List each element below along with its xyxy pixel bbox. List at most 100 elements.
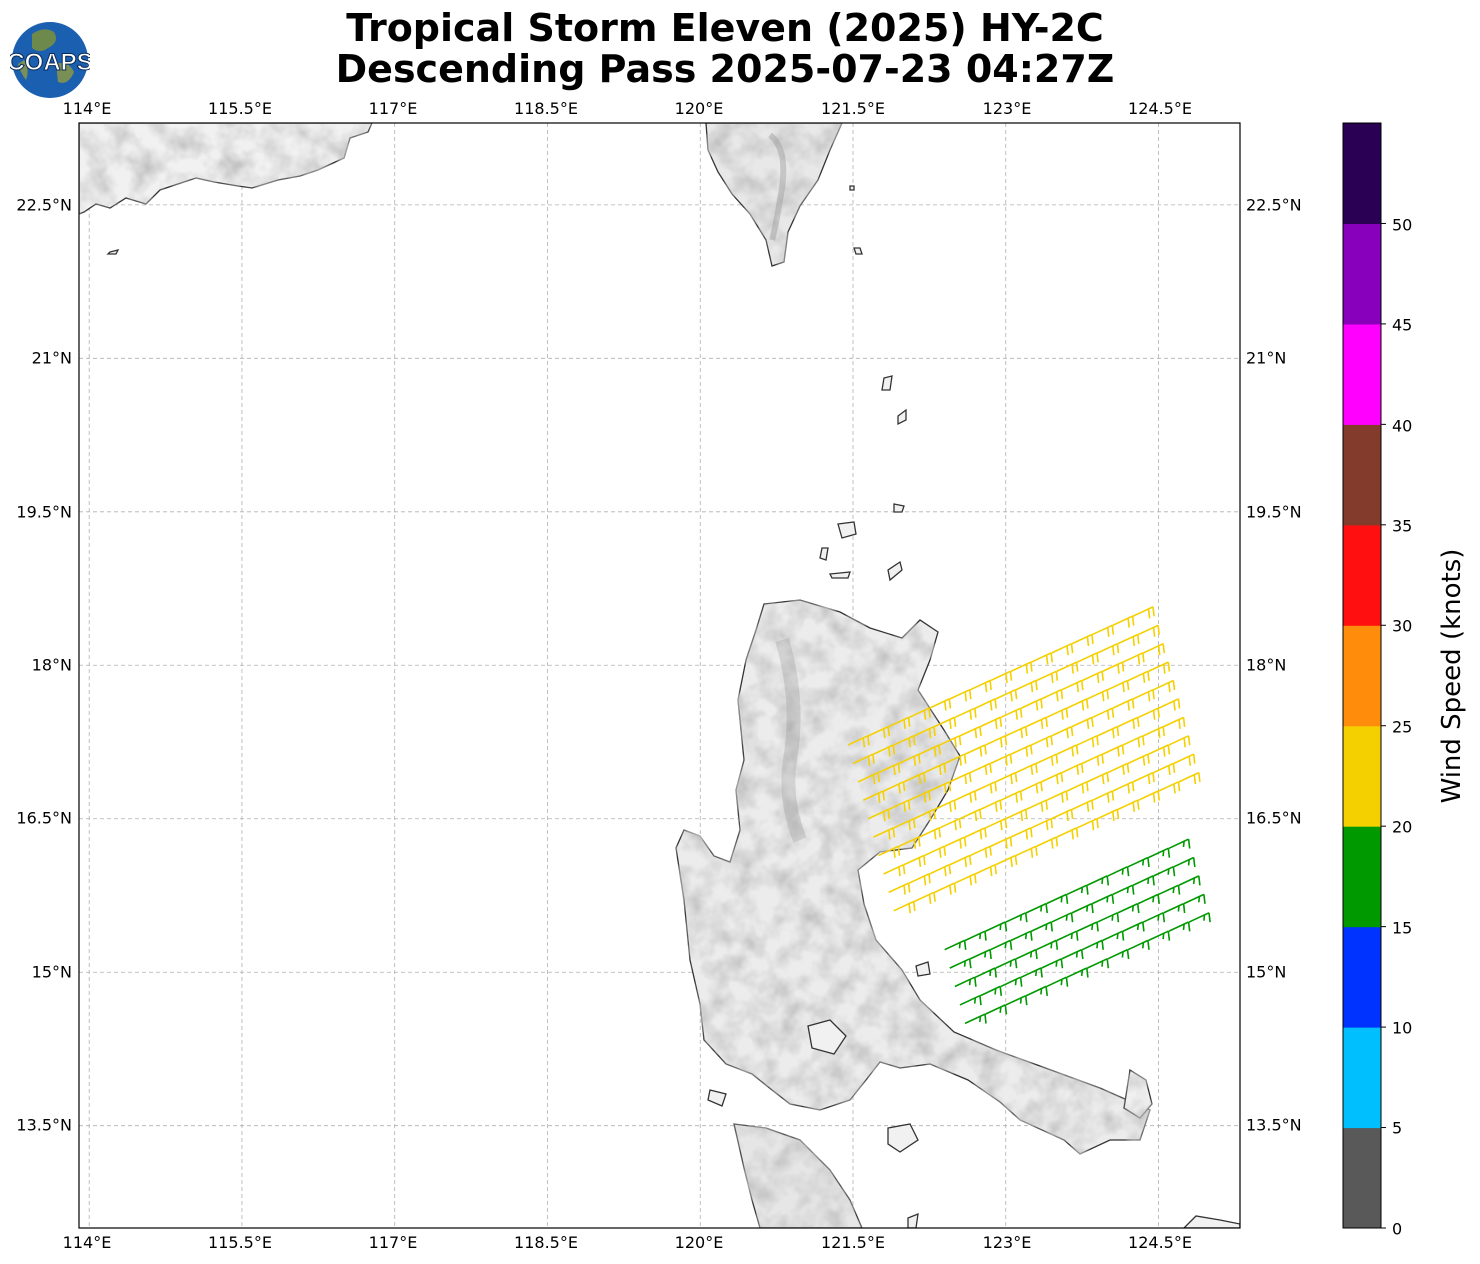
wind-barb	[1132, 875, 1155, 886]
wind-barb	[1071, 716, 1094, 729]
colorbar-segment	[1343, 1127, 1381, 1229]
wind-barb	[1086, 875, 1110, 886]
wind-barb	[1025, 902, 1048, 914]
wind-barb	[1142, 642, 1166, 656]
land-taiwan	[705, 123, 843, 267]
wind-barb	[1142, 725, 1166, 739]
colorbar-segment	[1343, 123, 1381, 224]
wind-barb	[1035, 939, 1059, 951]
wind-barb	[1076, 735, 1099, 748]
lon-label-bottom: 117°E	[368, 1233, 418, 1252]
wind-barb	[1030, 921, 1053, 933]
wind-barb	[979, 716, 1003, 729]
lon-label-bottom: 114°E	[62, 1233, 112, 1252]
wind-barb	[1025, 716, 1048, 729]
colorbar-segment	[1343, 424, 1381, 526]
colorbar-tick: 40	[1392, 416, 1413, 436]
wind-barb	[939, 735, 962, 748]
wind-barb	[898, 753, 921, 766]
wind-barb	[1051, 725, 1074, 739]
wind-barb	[1046, 893, 1069, 905]
wind-barb	[1122, 921, 1145, 933]
wind-barb	[1153, 865, 1176, 877]
wind-barb	[903, 854, 926, 868]
colorbar-tick: 30	[1392, 616, 1413, 636]
wind-barb	[944, 939, 967, 951]
wind-barb	[1046, 707, 1069, 720]
wind-barb	[1035, 836, 1059, 849]
wind-barb	[1142, 912, 1166, 923]
lat-label-right: 21°N	[1246, 348, 1287, 368]
wind-barb	[1020, 967, 1043, 979]
wind-barb	[1112, 615, 1135, 628]
wind-barb	[985, 735, 1008, 748]
wind-barb	[1066, 698, 1089, 711]
wind-barb	[1097, 808, 1120, 822]
wind-barb	[893, 900, 916, 914]
wind-barb	[974, 781, 997, 794]
wind-barb	[1086, 958, 1110, 969]
lon-label-top: 115.5°E	[208, 99, 272, 118]
wind-barb	[990, 836, 1013, 849]
wind-barb	[1076, 921, 1099, 933]
map-gridlines	[79, 123, 1240, 1228]
lat-label-right: 15°N	[1246, 962, 1287, 982]
wind-barb	[1153, 762, 1176, 775]
lon-label-bottom: 121.5°E	[821, 1233, 885, 1252]
lat-label-left: 22.5°N	[16, 195, 72, 215]
colorbar-segment	[1343, 524, 1381, 626]
lon-label-top: 117°E	[368, 99, 418, 118]
wind-barb	[964, 1013, 987, 1025]
wind-barb	[1000, 790, 1023, 803]
wind-barb	[1158, 781, 1181, 794]
colorbar-segment	[1343, 926, 1381, 1028]
wind-barb	[1091, 624, 1115, 637]
wind-barb	[1148, 744, 1171, 757]
wind-barb	[959, 725, 982, 739]
wind-barb	[1112, 781, 1135, 794]
wind-barb	[1117, 633, 1140, 647]
wind-barb	[1137, 624, 1160, 637]
wind-barb	[1010, 930, 1033, 942]
wind-barb	[1015, 845, 1038, 858]
wind-barb	[923, 762, 947, 775]
wind-barb	[918, 744, 941, 757]
wind-barb	[913, 891, 936, 904]
wind-barb	[939, 817, 962, 831]
colorbar-segment	[1343, 725, 1381, 827]
wind-barb	[1025, 799, 1048, 812]
wind-barb	[847, 735, 870, 748]
wind-barb	[949, 771, 972, 785]
wind-barb	[995, 958, 1018, 969]
wind-barb	[990, 939, 1013, 951]
wind-barb	[1005, 994, 1028, 1006]
wind-barb	[1030, 652, 1053, 665]
colorbar-tick: 25	[1392, 717, 1413, 737]
wind-barb	[1153, 679, 1176, 693]
wind-barb	[985, 921, 1008, 933]
wind-barb	[1081, 939, 1104, 951]
wind-barb	[1107, 948, 1130, 960]
wind-barb	[1025, 985, 1048, 997]
wind-barb	[1041, 958, 1064, 969]
wind-barb	[888, 716, 911, 729]
wind-barb	[1005, 808, 1028, 822]
wind-barb	[944, 753, 967, 766]
wind-barb	[1066, 884, 1089, 896]
colorbar-label: Wind Speed (knots)	[1437, 548, 1467, 804]
wind-barb	[1041, 688, 1064, 702]
wind-barb	[888, 882, 911, 895]
wind-barb	[974, 698, 997, 711]
colorbar-tick: 15	[1392, 918, 1413, 938]
wind-barb	[979, 985, 1003, 997]
lat-label-left: 18°N	[31, 655, 72, 675]
wind-barb	[878, 845, 901, 858]
lat-label-right: 19.5°N	[1246, 502, 1302, 522]
colorbar-tick: 35	[1392, 516, 1413, 536]
wind-barb	[1137, 790, 1160, 803]
lon-label-bottom: 123°E	[982, 1233, 1032, 1252]
wind-barb	[1091, 893, 1115, 905]
lon-label-top: 120°E	[674, 99, 724, 118]
wind-barb	[913, 808, 936, 822]
